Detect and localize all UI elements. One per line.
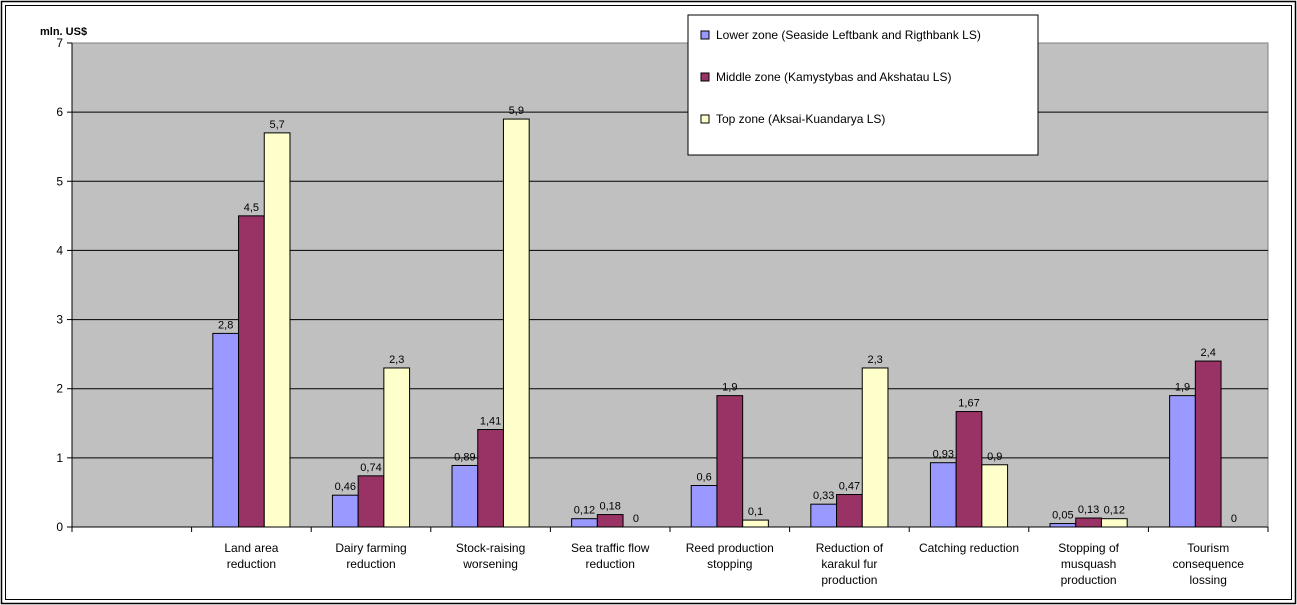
legend-label: Middle zone (Kamystybas and Akshatau LS) — [716, 70, 951, 84]
y-tick-label: 4 — [56, 243, 63, 257]
x-tick-label: musquash — [1061, 557, 1116, 571]
x-tick-label: reduction — [346, 557, 395, 571]
y-tick-label: 5 — [56, 174, 63, 188]
y-tick-label: 2 — [56, 382, 63, 396]
bar-value-label: 2,3 — [867, 354, 882, 366]
bar-value-label: 2,3 — [389, 354, 404, 366]
bar — [742, 519, 769, 528]
bar-value-label: 0,05 — [1052, 510, 1073, 522]
x-axis: Land area reduction Dairy farming reduction… — [71, 526, 1269, 587]
bar — [212, 332, 240, 528]
bar-value-label: 0 — [633, 513, 639, 525]
bar — [263, 132, 291, 528]
bar — [238, 215, 265, 528]
x-tick-label: Stock-raising — [456, 541, 525, 555]
bar-value-label: 0,89 — [454, 451, 475, 463]
bar — [1100, 518, 1128, 528]
bar-value-label: 0,13 — [1078, 504, 1099, 516]
x-tick-label: Land area — [224, 541, 278, 555]
legend-swatch — [700, 30, 710, 40]
x-tick-label: stopping — [707, 557, 752, 571]
bar — [331, 494, 359, 528]
bar-value-label: 0 — [1231, 513, 1237, 525]
legend-label: Top zone (Aksai-Kuandarya LS) — [716, 112, 885, 126]
bar-value-label: 5,9 — [509, 105, 524, 117]
bar — [955, 411, 983, 528]
bar-value-label: 1,9 — [1175, 382, 1190, 394]
data-labels-group: 2,8 4,5 5,7 0,46 0,74 2,3 0,89 1,41 5,9 0,12 0,18 0… — [218, 105, 1237, 525]
y-tick-label: 0 — [56, 520, 63, 534]
legend-label: Lower zone (Seaside Leftbank and Rigthba… — [716, 28, 981, 42]
x-tick-label: lossing — [1190, 573, 1227, 587]
bar — [571, 518, 598, 528]
x-tick-label: Reed production — [686, 541, 774, 555]
x-tick-label: Stopping of — [1058, 541, 1119, 555]
bar — [1049, 523, 1077, 528]
x-tick-label: Reduction of — [816, 541, 884, 555]
bar-value-label: 0,74 — [360, 462, 381, 474]
x-tick-label: Sea traffic flow — [571, 541, 650, 555]
x-tick-label: Catching reduction — [919, 541, 1019, 555]
bar — [690, 485, 718, 528]
bar — [477, 429, 504, 528]
bar — [716, 395, 744, 528]
x-tick-label: karakul fur — [821, 557, 877, 571]
x-tick-label: reduction — [227, 557, 276, 571]
bar-value-label: 0,1 — [748, 506, 763, 518]
y-tick-label: 7 — [56, 36, 63, 50]
x-tick-label: production — [821, 573, 877, 587]
y-tick-label: 6 — [56, 105, 63, 119]
bar — [1194, 360, 1222, 528]
bar — [1075, 517, 1102, 528]
bar-value-label: 0,47 — [839, 481, 860, 493]
x-tick-label: consequence — [1173, 557, 1245, 571]
y-tick-label: 3 — [56, 313, 63, 327]
x-tick-label: Tourism — [1187, 541, 1229, 555]
bar — [596, 514, 624, 528]
bars-group — [212, 118, 1222, 528]
bar-value-label: 4,5 — [244, 202, 259, 214]
bar-value-label: 0,18 — [599, 501, 620, 513]
bar — [836, 494, 863, 528]
x-tick-label: production — [1061, 573, 1117, 587]
bar — [383, 367, 411, 528]
bar — [451, 464, 479, 528]
bar — [929, 462, 957, 528]
bar-value-label: 5,7 — [269, 119, 284, 131]
y-axis: 0 1 2 3 4 5 6 7 — [56, 36, 73, 534]
x-tick-label: worsening — [462, 557, 518, 571]
bar — [810, 503, 838, 528]
bar — [357, 475, 385, 528]
bar — [502, 118, 530, 528]
bar — [981, 464, 1009, 528]
bar-value-label: 0,33 — [813, 490, 834, 502]
x-tick-label: Dairy farming — [335, 541, 406, 555]
bar-value-label: 0,6 — [696, 472, 711, 484]
bar-value-label: 0,9 — [987, 451, 1002, 463]
bar-value-label: 1,67 — [958, 398, 979, 410]
bar-value-label: 1,9 — [722, 382, 737, 394]
bar-value-label: 1,41 — [480, 416, 501, 428]
x-tick-label: reduction — [586, 557, 635, 571]
bar-value-label: 0,12 — [1104, 505, 1125, 517]
bar-value-label: 0,93 — [933, 449, 954, 461]
y-tick-label: 1 — [56, 451, 63, 465]
y-axis-label: mln. US$ — [40, 26, 87, 38]
bar-value-label: 0,46 — [335, 481, 356, 493]
legend: Lower zone (Seaside Leftbank and Rigthba… — [687, 14, 1039, 156]
bar-value-label: 0,12 — [574, 505, 595, 517]
bar-value-label: 2,4 — [1201, 347, 1216, 359]
bar — [1169, 395, 1196, 528]
legend-swatch — [700, 72, 710, 82]
legend-box — [687, 14, 1039, 156]
legend-swatch — [700, 114, 710, 124]
bar — [861, 367, 889, 528]
inner-border — [5, 5, 1292, 600]
bar-value-label: 2,8 — [218, 319, 233, 331]
